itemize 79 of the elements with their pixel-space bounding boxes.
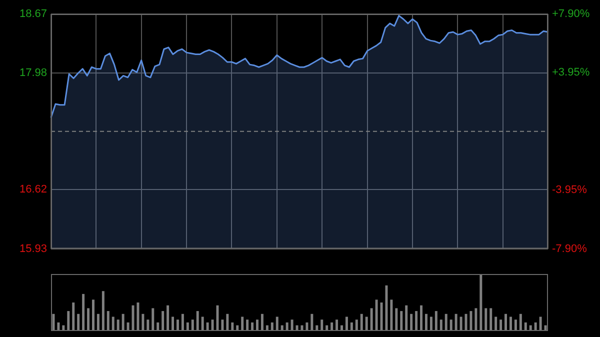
bar: [52, 314, 55, 331]
bar: [415, 311, 418, 331]
bar: [310, 314, 314, 331]
bar: [405, 305, 408, 331]
bar: [500, 320, 502, 331]
bar: [494, 316, 498, 331]
y-tick-label: 18.67: [19, 8, 47, 20]
bar: [142, 314, 144, 331]
bar: [162, 311, 164, 331]
bar: [196, 311, 199, 331]
bar: [146, 320, 150, 331]
bar: [430, 316, 432, 331]
bar: [241, 316, 244, 331]
bar: [290, 320, 294, 331]
bar: [345, 316, 348, 331]
bar: [504, 314, 507, 331]
bar: [116, 320, 120, 331]
y-tick-label: 15.93: [19, 242, 47, 255]
bar: [410, 314, 413, 331]
bar: [181, 314, 184, 331]
y-tick-label: 16.62: [19, 184, 47, 196]
y2-tick-label: -3.95%: [552, 184, 588, 196]
y2-tick-label: -7.90%: [552, 242, 588, 255]
bar: [519, 314, 522, 331]
bar: [201, 316, 204, 331]
bar: [256, 320, 258, 331]
bar: [172, 316, 174, 331]
bar: [370, 308, 373, 331]
bar: [470, 311, 472, 331]
bar: [77, 314, 80, 331]
bar: [460, 316, 462, 331]
bar: [395, 308, 398, 331]
bar: [454, 314, 458, 331]
bar: [509, 316, 512, 331]
bar: [424, 314, 428, 331]
bar: [176, 320, 179, 331]
bar: [385, 285, 388, 331]
bar: [106, 311, 110, 331]
bar: [246, 320, 249, 331]
bar: [67, 311, 70, 331]
bar: [82, 294, 85, 331]
bar: [92, 300, 94, 331]
bar: [166, 305, 170, 331]
bar: [276, 316, 278, 331]
y2-tick-label: +7.90%: [552, 8, 590, 20]
y2-tick-label: +3.95%: [552, 66, 590, 79]
bar: [440, 320, 442, 331]
bar: [400, 311, 403, 331]
bar: [226, 314, 229, 331]
bar: [444, 314, 448, 331]
bar: [375, 300, 378, 331]
bar: [112, 316, 114, 331]
bar: [360, 314, 363, 331]
bar: [484, 308, 488, 331]
bar: [365, 316, 368, 331]
bar: [390, 300, 393, 331]
bar: [434, 311, 438, 331]
bar: [420, 305, 423, 331]
bar: [539, 316, 542, 331]
bar: [102, 291, 104, 331]
bar: [474, 308, 478, 331]
bar: [336, 320, 338, 331]
bar: [490, 308, 492, 331]
bar: [191, 320, 194, 331]
bar: [72, 302, 75, 331]
bar: [320, 320, 324, 331]
bar: [450, 320, 452, 331]
bar: [514, 320, 517, 331]
bar: [480, 274, 482, 331]
bar: [152, 308, 154, 331]
bar: [260, 314, 264, 331]
y-tick-label: 17.98: [19, 67, 47, 80]
bar: [211, 320, 214, 331]
bar: [221, 320, 224, 331]
bar: [122, 314, 124, 331]
bar: [136, 302, 140, 331]
bar: [87, 308, 90, 331]
bar: [96, 314, 100, 331]
bar: [355, 320, 358, 331]
